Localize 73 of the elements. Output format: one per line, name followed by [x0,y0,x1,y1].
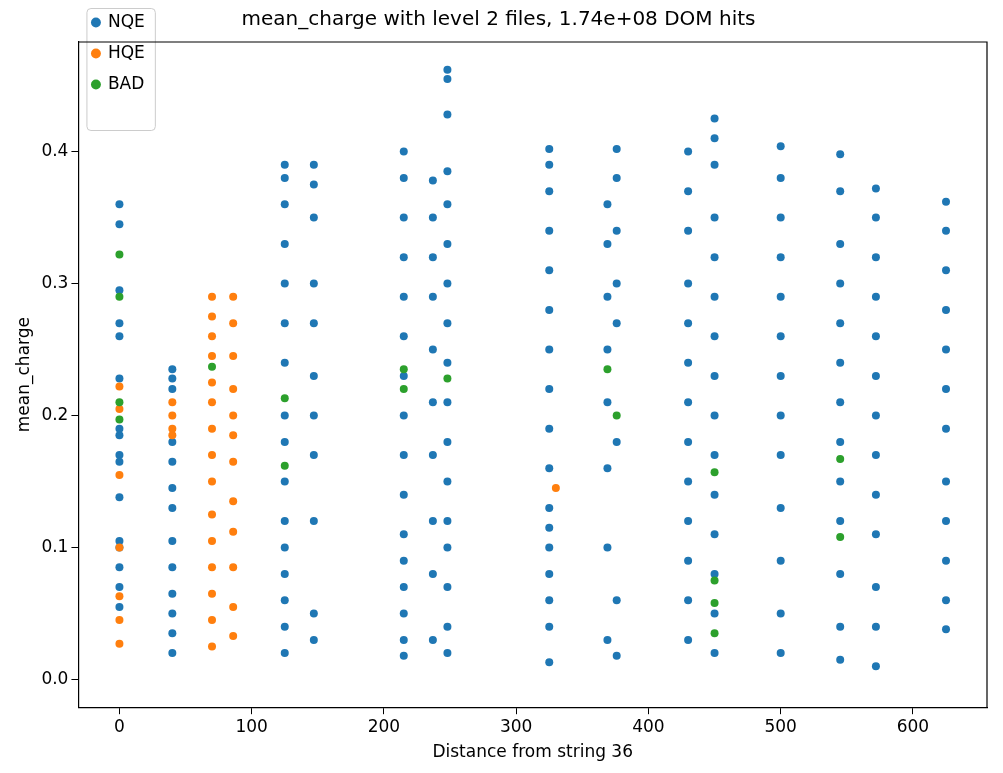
point [115,292,124,301]
point [229,631,238,640]
point [229,292,238,301]
point [115,639,124,648]
point [229,431,238,440]
y-tick-label: 0.1 [41,535,69,556]
point [280,461,289,470]
legend-label: BAD [107,72,145,93]
point [208,642,217,651]
point [115,415,124,424]
y-tick-label: 0.2 [41,403,69,424]
point [229,411,238,420]
point [836,532,845,541]
point [229,457,238,466]
point [208,332,217,341]
x-tick-label: 500 [764,715,797,736]
point [115,250,124,259]
point [208,378,217,387]
point [208,424,217,433]
point [229,352,238,361]
y-tick-label: 0.3 [41,271,69,292]
point [710,629,719,638]
point [208,398,217,407]
point [551,484,560,493]
point [208,292,217,301]
point [115,592,124,601]
x-tick-label: 600 [896,715,930,736]
point [710,598,719,607]
point [208,563,217,572]
y-axis-title: mean_charge [12,317,34,433]
x-tick-label: 400 [632,715,665,736]
legend-label: HQE [107,41,145,62]
point [229,385,238,394]
point [115,404,124,413]
x-tick-label: 0 [114,715,125,736]
y-tick-label: 0.0 [41,667,69,688]
point [710,468,719,477]
point [168,431,177,440]
point [229,527,238,536]
point [710,576,719,585]
y-tick-label: 0.4 [41,139,69,160]
point [208,477,217,486]
point [208,362,217,371]
point [399,365,408,374]
point [115,382,124,391]
point [229,563,238,572]
point [208,510,217,519]
point [399,385,408,394]
point [115,616,124,625]
point [115,398,124,407]
point [443,374,452,383]
x-tick-label: 300 [499,715,533,736]
point [168,411,177,420]
point [208,589,217,598]
x-tick-label: 200 [367,715,401,736]
point [208,352,217,361]
point [280,394,289,403]
x-axis-title: Distance from string 36 [432,741,633,762]
point [115,470,124,479]
point [229,602,238,611]
point [603,365,612,374]
point [612,411,621,420]
point [168,398,177,407]
x-tick-label: 100 [235,715,268,736]
point [229,497,238,506]
point [208,451,217,460]
point [229,319,238,328]
point [208,536,217,545]
legend-label: NQE [107,10,145,31]
point [836,455,845,464]
point [208,616,217,625]
point [208,312,217,321]
chart-title: mean_charge with level 2 files, 1.74e+08 DOM hits [241,6,756,31]
